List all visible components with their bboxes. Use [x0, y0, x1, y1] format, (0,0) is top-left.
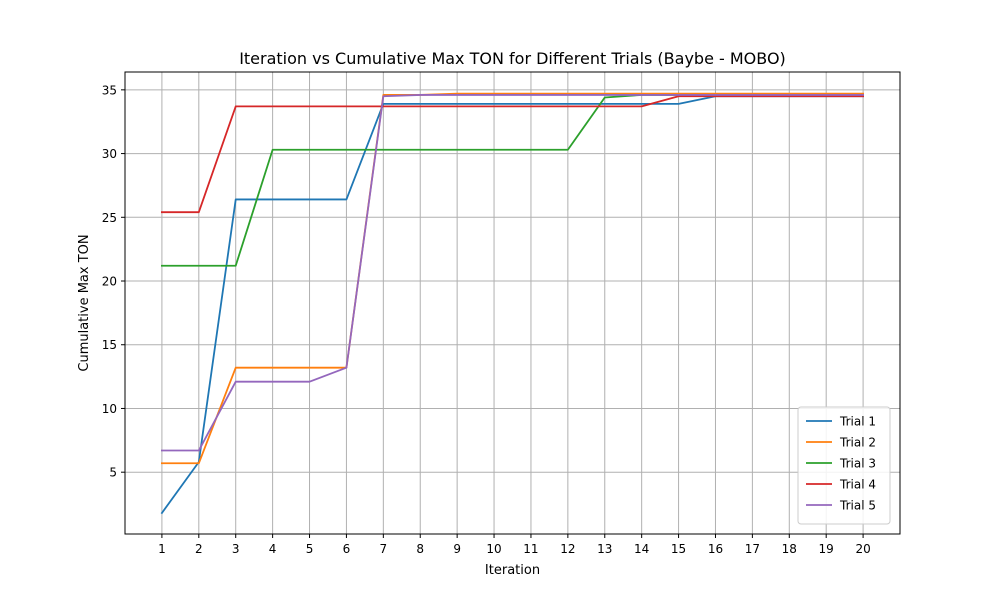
x-tick-label: 5	[306, 542, 314, 556]
series-line-trial-2	[160, 92, 864, 465]
series-layer	[160, 92, 864, 515]
legend-label-trial-3: Trial 3	[839, 457, 876, 471]
x-tick-label: 3	[232, 542, 240, 556]
legend-label-trial-2: Trial 2	[839, 436, 876, 450]
x-tick-label: 9	[453, 542, 461, 556]
plot-frame	[124, 71, 901, 535]
y-tick-label: 15	[102, 338, 117, 352]
y-tick-label: 35	[102, 83, 117, 97]
series-line-trial-5	[160, 94, 864, 452]
y-axis-label: Cumulative Max TON	[77, 234, 92, 371]
x-tick-label: 11	[523, 542, 538, 556]
x-tick-label: 10	[486, 542, 501, 556]
x-tick-label: 18	[782, 542, 797, 556]
y-tick-label: 5	[109, 466, 117, 480]
y-tick-label: 30	[102, 147, 117, 161]
legend-label-trial-4: Trial 4	[839, 478, 876, 492]
x-tick-label: 12	[560, 542, 575, 556]
x-tick-label: 4	[269, 542, 277, 556]
x-axis-label: Iteration	[485, 563, 540, 578]
tick-layer: 1 2 3 4 5 6 7 8 9 10 11 12 13 14 15 16 17 18 19 20510152025…	[102, 83, 871, 556]
x-tick-label: 17	[745, 542, 760, 556]
legend-box	[797, 406, 891, 525]
x-tick-label: 1	[158, 542, 166, 556]
legend-label-trial-5: Trial 5	[839, 499, 876, 513]
legend: Trial 1 Trial 2 Trial 3 Trial 4 Trial 5	[797, 406, 891, 525]
x-tick-label: 2	[195, 542, 203, 556]
x-tick-label: 20	[855, 542, 870, 556]
x-tick-label: 15	[671, 542, 686, 556]
x-tick-label: 16	[708, 542, 723, 556]
x-tick-label: 13	[597, 542, 612, 556]
y-tick-label: 20	[102, 275, 117, 289]
x-tick-label: 19	[819, 542, 834, 556]
y-tick-label: 25	[102, 211, 117, 225]
y-tick-label: 10	[102, 402, 117, 416]
x-tick-label: 6	[343, 542, 351, 556]
chart-title: Iteration vs Cumulative Max TON for Diff…	[239, 49, 786, 68]
x-tick-label: 7	[380, 542, 388, 556]
legend-label-trial-1: Trial 1	[839, 415, 876, 429]
x-tick-label: 14	[634, 542, 649, 556]
series-line-trial-4	[160, 95, 864, 214]
x-tick-label: 8	[416, 542, 424, 556]
